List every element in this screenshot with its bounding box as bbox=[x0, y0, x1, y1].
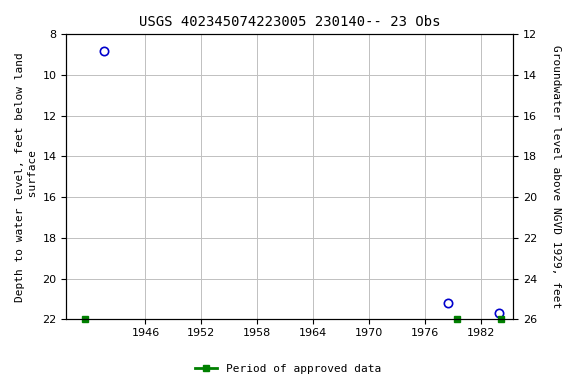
Legend: Period of approved data: Period of approved data bbox=[191, 359, 385, 379]
Y-axis label: Groundwater level above NGVD 1929, feet: Groundwater level above NGVD 1929, feet bbox=[551, 45, 561, 308]
Title: USGS 402345074223005 230140-- 23 Obs: USGS 402345074223005 230140-- 23 Obs bbox=[139, 15, 441, 29]
Y-axis label: Depth to water level, feet below land
 surface: Depth to water level, feet below land su… bbox=[15, 52, 38, 302]
